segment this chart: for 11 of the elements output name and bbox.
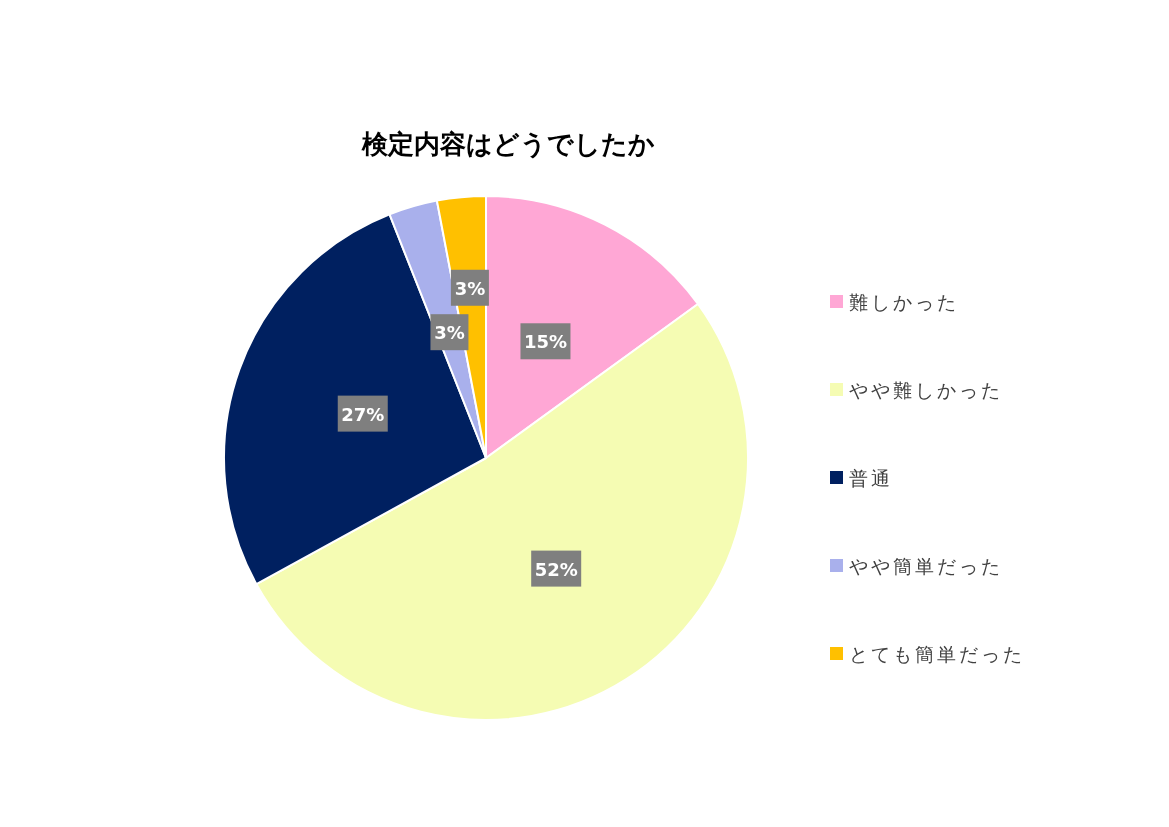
data-label: 3% bbox=[454, 277, 486, 299]
legend-label: とても簡単だった bbox=[849, 643, 1025, 665]
chart-title: 検定内容はどうでしたか bbox=[360, 129, 655, 159]
legend-label: やや難しかった bbox=[849, 379, 1003, 401]
data-label: 52% bbox=[534, 558, 578, 580]
data-label: 15% bbox=[523, 331, 568, 353]
data-label: 3% bbox=[434, 322, 465, 344]
data-label: 27% bbox=[341, 403, 385, 425]
legend-label: 難しかった bbox=[849, 291, 959, 313]
legend-label: 普通 bbox=[849, 467, 893, 489]
legend-label: やや簡単だった bbox=[849, 555, 1003, 577]
